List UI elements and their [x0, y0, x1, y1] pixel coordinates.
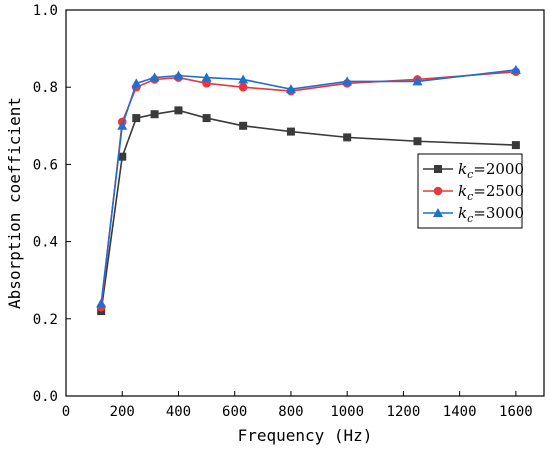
legend-subscript: c [467, 190, 473, 203]
series-3-point [117, 120, 128, 130]
series-3-point [285, 84, 296, 94]
series-1-point [202, 114, 211, 123]
y-tick-label: 0.0 [33, 389, 58, 405]
legend-marker [434, 165, 442, 173]
legend-value: =2000 [473, 160, 524, 178]
series-3-point [412, 76, 423, 86]
x-tick-label: 0 [62, 404, 70, 420]
series-3-point [201, 72, 212, 82]
series-3-point [510, 64, 521, 74]
x-tick-label: 1400 [443, 404, 477, 420]
series-3-point [342, 76, 353, 86]
legend-k: k [458, 160, 467, 178]
series-3-point [149, 72, 160, 82]
x-tick-label: 600 [222, 404, 247, 420]
ticks-layer: 0 200 400 600 800 1000 1200 1400 1600 0.0 0.2 0.4 0.… [33, 3, 533, 420]
x-tick-label: 1600 [499, 404, 533, 420]
legend-marker [433, 186, 443, 196]
x-tick-label: 1000 [330, 404, 364, 420]
y-tick-label: 1.0 [33, 3, 58, 19]
series-3-point [173, 70, 184, 80]
plot-layer [96, 64, 521, 316]
series-3-point [96, 298, 107, 308]
series-1-point [174, 106, 183, 115]
legend-k: k [458, 182, 467, 200]
x-tick-label: 1200 [387, 404, 421, 420]
y-tick-label: 0.2 [33, 312, 58, 328]
x-axis-title: Frequency (Hz) [238, 426, 373, 445]
x-tick-label: 800 [278, 404, 303, 420]
series-1-point [413, 137, 422, 146]
series-1-point [150, 110, 159, 119]
plot-frame [65, 9, 545, 397]
legend-subscript: c [467, 168, 473, 181]
legend-marker [433, 208, 443, 217]
y-axis-title: Absorption coefficient [5, 97, 24, 309]
axes-layer [65, 9, 545, 397]
legend-value: =2500 [473, 182, 524, 200]
series-3-point [238, 74, 249, 84]
x-tick-label: 400 [166, 404, 191, 420]
legend-subscript: c [467, 212, 473, 225]
legend-value: =3000 [473, 204, 524, 222]
y-tick-label: 0.4 [33, 235, 58, 251]
x-tick-label: 200 [110, 404, 135, 420]
legend-k: k [458, 204, 467, 222]
y-tick-label: 0.8 [33, 80, 58, 96]
series-1-point [286, 127, 295, 136]
series-2-point [238, 82, 248, 92]
series-1-point [132, 114, 141, 123]
series-3-point [131, 78, 142, 88]
series-1-point [118, 152, 127, 161]
legend-label: kc=3000 [458, 204, 524, 225]
legend-label: kc=2000 [458, 160, 524, 181]
series-1-point [343, 133, 352, 142]
series-1-point [511, 141, 520, 150]
legend-label: kc=2500 [458, 182, 524, 203]
series-3 [96, 64, 521, 308]
y-tick-label: 0.6 [33, 157, 58, 173]
series-1-point [239, 121, 248, 130]
